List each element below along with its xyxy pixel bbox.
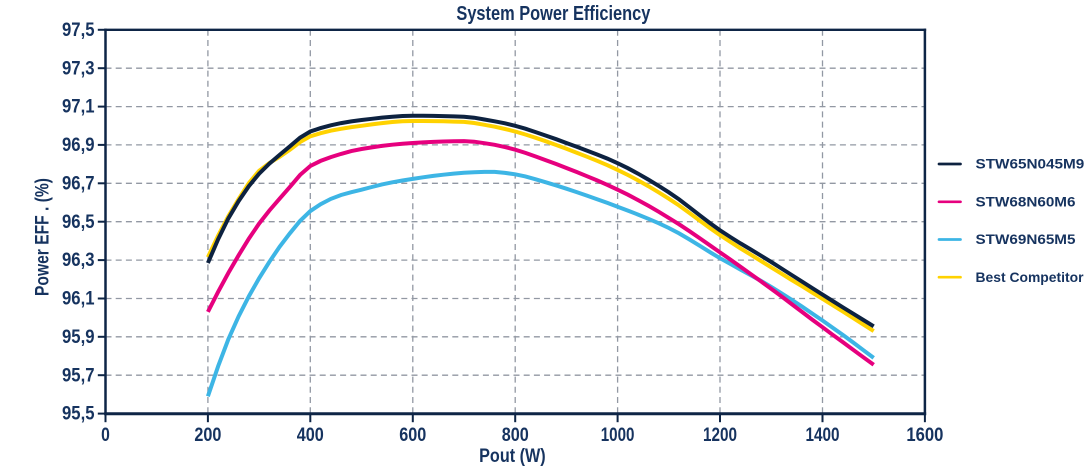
- svg-text:Pout (W): Pout (W): [479, 445, 546, 467]
- svg-text:1000: 1000: [601, 425, 635, 446]
- svg-text:97,1: 97,1: [62, 97, 95, 118]
- svg-text:STW69N65M5: STW69N65M5: [976, 232, 1076, 248]
- svg-text:97,3: 97,3: [62, 58, 95, 79]
- svg-text:200: 200: [194, 425, 221, 446]
- svg-text:Best Competitor: Best Competitor: [976, 270, 1084, 286]
- svg-text:96,3: 96,3: [62, 250, 95, 271]
- svg-text:95,5: 95,5: [62, 404, 95, 425]
- svg-text:800: 800: [502, 425, 529, 446]
- svg-text:1200: 1200: [703, 425, 737, 446]
- svg-text:96,1: 96,1: [62, 289, 95, 310]
- svg-text:Power EFF . (%): Power EFF . (%): [32, 178, 54, 296]
- svg-text:1600: 1600: [906, 425, 943, 446]
- svg-text:95,7: 95,7: [62, 365, 95, 386]
- svg-text:96,5: 96,5: [62, 212, 95, 233]
- svg-text:STW65N045M9: STW65N045M9: [976, 157, 1085, 173]
- svg-text:STW68N60M6: STW68N60M6: [976, 194, 1076, 210]
- svg-text:System Power Efficiency: System Power Efficiency: [456, 2, 650, 25]
- svg-text:1400: 1400: [806, 425, 840, 446]
- svg-text:400: 400: [297, 425, 324, 446]
- svg-text:96,7: 96,7: [62, 173, 95, 194]
- svg-text:96,9: 96,9: [62, 135, 95, 156]
- svg-text:97,5: 97,5: [62, 20, 95, 41]
- svg-text:600: 600: [399, 425, 426, 446]
- svg-text:95,9: 95,9: [62, 327, 95, 348]
- svg-text:0: 0: [101, 425, 110, 446]
